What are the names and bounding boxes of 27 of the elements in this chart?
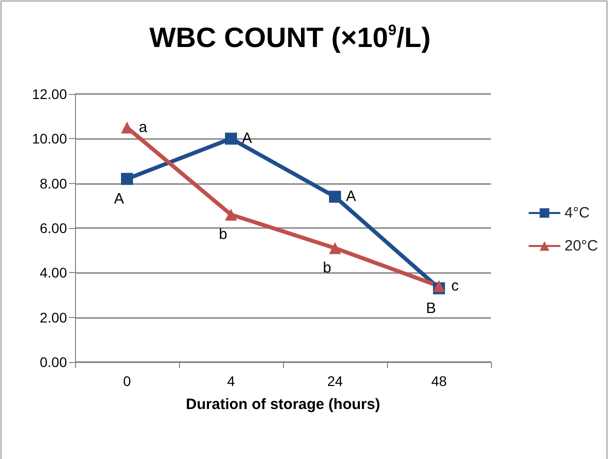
point (329, 242, 341, 254)
x-tick-label: 24 (327, 373, 343, 389)
y-tick-label: 8.00 (40, 175, 68, 192)
point (225, 132, 237, 145)
x-tick-label: 4 (227, 373, 236, 389)
annotation: A (114, 190, 124, 208)
legend-label: 20°C (564, 238, 598, 254)
annotation: a (138, 119, 148, 136)
y-tick-label: 2.00 (40, 309, 68, 326)
annotation: b (322, 260, 332, 277)
x-axis-title: Duration of storage (hours) (186, 396, 380, 413)
y-tick-label: 10.00 (32, 130, 68, 147)
annotation: B (426, 300, 436, 317)
point (121, 172, 133, 185)
point (329, 190, 341, 203)
y-tick-label: 0.00 (40, 354, 68, 370)
point (225, 208, 237, 221)
annotation: b (218, 226, 228, 244)
annotation: c (451, 278, 460, 295)
annotation: A (242, 130, 252, 148)
y-tick-label: 4.00 (40, 264, 68, 281)
legend-label: 4°C (564, 204, 590, 222)
y-tick-label: 12.00 (32, 86, 68, 102)
y-tick-label: 6.00 (40, 220, 68, 236)
annotation: A (346, 188, 356, 206)
x-tick-label: 48 (431, 373, 447, 389)
x-tick-label: 0 (123, 373, 132, 389)
